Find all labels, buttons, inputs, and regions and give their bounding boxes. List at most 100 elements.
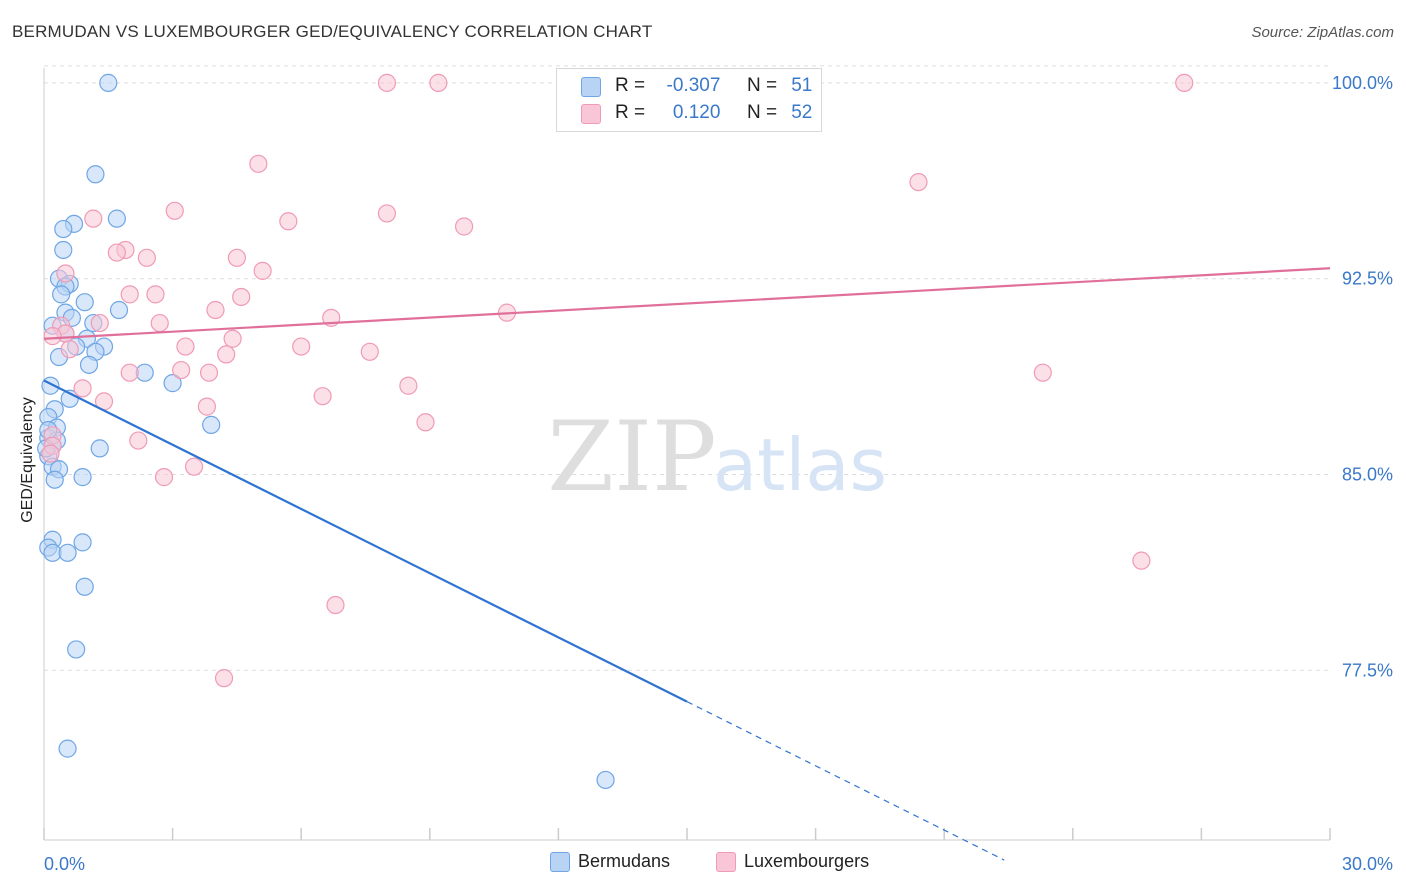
luxembourger-point <box>326 595 345 615</box>
luxembourger-point <box>56 264 75 283</box>
legend-n-label: N = <box>746 75 778 96</box>
luxembourger-point <box>232 287 251 307</box>
luxembourger-point <box>73 379 92 398</box>
luxembourger-point <box>1033 363 1052 382</box>
bermudan-point <box>107 209 126 228</box>
bermudan-point <box>90 439 109 458</box>
luxembourger-point <box>1175 73 1194 92</box>
x-tick-label: 0.0% <box>44 854 85 874</box>
luxembourger-point <box>214 669 234 688</box>
y-tick-label: 100.0% <box>1332 73 1393 93</box>
legend-n-value: 52 <box>791 102 813 123</box>
luxembourger-point <box>217 345 236 364</box>
luxembourger-point <box>146 285 165 304</box>
luxembourger-point <box>909 172 928 192</box>
bermudans-trend-line <box>43 379 688 703</box>
bermudans-label: Bermudans <box>578 851 671 871</box>
luxembourger-point <box>84 209 103 228</box>
bermudan-point <box>202 415 221 434</box>
bermudan-point <box>54 219 73 239</box>
luxembourger-point <box>165 201 184 220</box>
bermudan-point <box>86 165 105 184</box>
y-tick-label: 92.5% <box>1342 269 1393 289</box>
x-tick-label: 30.0% <box>1342 854 1393 874</box>
bermudan-point <box>75 293 94 312</box>
luxembourger-point <box>199 363 219 382</box>
legend-r-label: R = <box>615 75 646 96</box>
bermudan-point <box>75 577 94 596</box>
luxembourger-point <box>60 340 79 359</box>
luxembourger-point <box>43 327 62 346</box>
luxembourger-point <box>416 413 435 432</box>
bermudan-point <box>58 543 77 562</box>
luxembourger-point <box>377 204 397 223</box>
luxembourger-point <box>41 444 60 463</box>
bermudan-point <box>596 770 615 790</box>
source-label: Source: ZipAtlas.com <box>1251 24 1394 41</box>
trend-lines <box>43 267 1331 861</box>
bermudan-point <box>73 468 92 487</box>
luxembourger-point <box>90 313 109 333</box>
luxembourgers-label: Luxembourgers <box>744 851 870 871</box>
legend-r-label: R = <box>615 102 646 123</box>
tick-labels: 100.0% 92.5% 85.0% 77.5% 0.0% 30.0% <box>44 73 1393 874</box>
luxembourger-point <box>454 217 474 236</box>
bermudan-point <box>52 285 71 304</box>
luxembourgers-swatch <box>716 852 736 873</box>
watermark-zip: ZIP <box>547 401 716 513</box>
bermudan-point <box>163 374 182 393</box>
bermudan-point <box>73 533 92 552</box>
luxembourger-point <box>227 248 246 267</box>
legend-swatch-pink <box>581 104 601 124</box>
bermudan-point <box>109 300 129 320</box>
luxembourger-point <box>107 243 126 262</box>
legend-n-value: 51 <box>791 75 813 96</box>
luxembourger-point <box>249 154 268 173</box>
luxembourger-point <box>279 212 298 231</box>
bermudans-swatch <box>550 852 570 873</box>
luxembourger-point <box>377 73 397 92</box>
legend-n-label: N = <box>746 102 778 123</box>
luxembourger-point <box>120 363 139 382</box>
bermudan-point <box>79 355 99 374</box>
luxembourger-point <box>399 376 418 395</box>
luxembourger-point <box>197 397 216 416</box>
bottom-legend-luxembourgers: Luxembourgers <box>716 851 870 873</box>
bermudan-point <box>67 640 86 659</box>
luxembourger-point <box>120 285 139 304</box>
bermudan-point <box>54 240 73 260</box>
luxembourger-point <box>184 457 204 476</box>
luxembourger-point <box>150 313 169 333</box>
luxembourger-point <box>176 337 195 356</box>
legend-r-value: -0.307 <box>666 75 721 96</box>
watermark-atlas: atlas <box>713 423 887 507</box>
chart-title: BERMUDAN VS LUXEMBOURGER GED/EQUIVALENCY… <box>12 22 653 41</box>
gridlines <box>44 65 1330 671</box>
bottom-legend-bermudans: Bermudans <box>550 851 671 873</box>
luxembourger-point <box>360 342 379 361</box>
luxembourger-point <box>253 261 272 280</box>
luxembourger-point <box>137 248 156 267</box>
luxembourger-point <box>313 387 332 406</box>
luxembourger-point <box>223 329 242 348</box>
luxembourger-point <box>172 360 191 380</box>
luxembourger-point <box>429 73 448 92</box>
luxembourger-point <box>206 300 225 320</box>
correlation-legend: R = -0.307 N = 51 R = 0.120 N = 52 <box>556 68 822 132</box>
luxembourger-point <box>1132 551 1151 570</box>
luxembourger-point <box>292 337 311 356</box>
luxembourgers-points <box>41 73 1194 688</box>
bermudan-point <box>99 73 118 92</box>
legend-r-value: 0.120 <box>672 102 721 123</box>
bermudan-point <box>45 470 64 489</box>
legend-swatch-blue <box>581 77 601 97</box>
bermudans-trend-extension <box>686 701 1005 861</box>
y-tick-label: 77.5% <box>1342 660 1393 680</box>
bermudans-points <box>37 73 615 790</box>
luxembourgers-trend-line <box>43 267 1331 340</box>
luxembourger-point <box>154 468 174 487</box>
luxembourger-point <box>129 431 148 450</box>
y-tick-label: 85.0% <box>1342 464 1393 484</box>
bermudan-point <box>58 739 77 758</box>
